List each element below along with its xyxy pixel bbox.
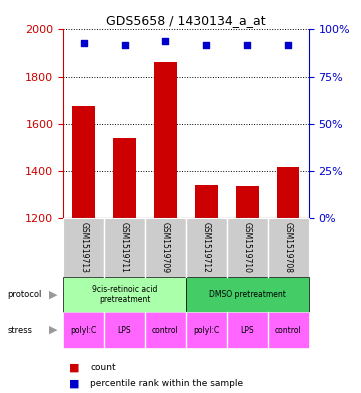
Text: LPS: LPS [118, 326, 131, 334]
Bar [113, 138, 136, 218]
Text: GSM1519708: GSM1519708 [284, 222, 293, 273]
Bar [236, 186, 258, 218]
Point [204, 41, 209, 48]
Bar [72, 106, 95, 218]
Bar [154, 62, 177, 218]
Text: GSM1519712: GSM1519712 [202, 222, 211, 273]
Point [285, 41, 291, 48]
Text: LPS: LPS [240, 326, 254, 334]
Text: DMSO pretreatment: DMSO pretreatment [209, 290, 286, 299]
Text: polyI:C: polyI:C [193, 326, 219, 334]
Text: control: control [152, 326, 179, 334]
Bar [195, 185, 218, 218]
Point [162, 38, 168, 44]
Text: control: control [275, 326, 301, 334]
Text: protocol: protocol [7, 290, 42, 299]
Text: GSM1519713: GSM1519713 [79, 222, 88, 273]
Text: count: count [90, 363, 116, 372]
Text: GSM1519711: GSM1519711 [120, 222, 129, 273]
Point [122, 41, 127, 48]
Text: stress: stress [7, 326, 32, 334]
Bar [277, 167, 299, 218]
Text: percentile rank within the sample: percentile rank within the sample [90, 379, 243, 387]
Text: polyI:C: polyI:C [70, 326, 97, 334]
Text: ▶: ▶ [49, 290, 58, 300]
Point [81, 40, 87, 46]
Point [244, 41, 250, 48]
Title: GDS5658 / 1430134_a_at: GDS5658 / 1430134_a_at [106, 14, 266, 27]
Text: ■: ■ [69, 362, 79, 373]
Text: ▶: ▶ [49, 325, 58, 335]
Text: ■: ■ [69, 378, 79, 388]
Text: GSM1519709: GSM1519709 [161, 222, 170, 273]
Text: 9cis-retinoic acid
pretreatment: 9cis-retinoic acid pretreatment [92, 285, 157, 305]
Text: GSM1519710: GSM1519710 [243, 222, 252, 273]
